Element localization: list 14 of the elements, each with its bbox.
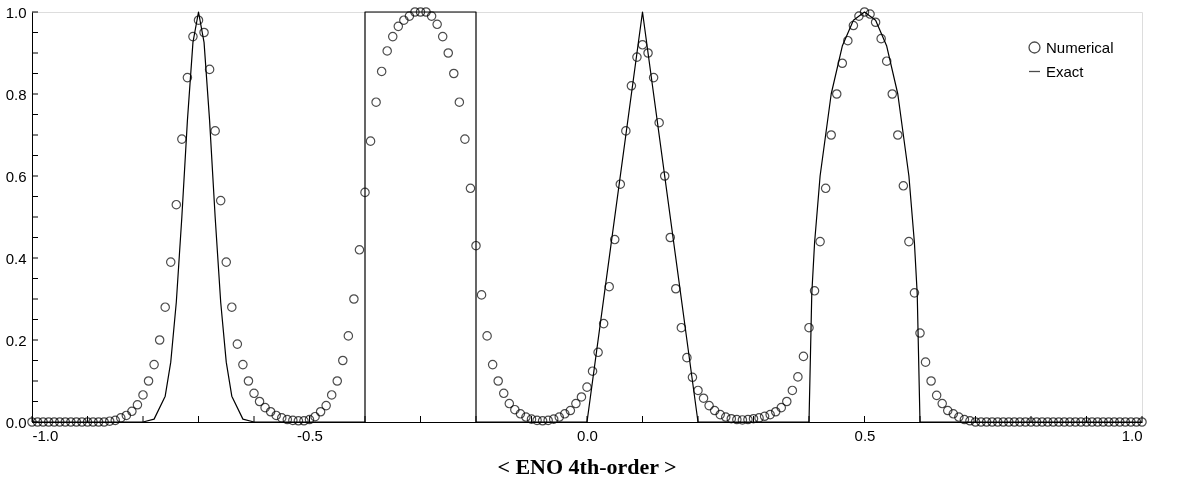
y-tick-label: 1.0 [5,3,27,21]
y-tick-label: 0.4 [5,249,27,267]
x-tick-label: 1.0 [1121,426,1143,444]
x-tick-label: -0.5 [297,426,323,444]
x-tick-label: -1.0 [32,426,59,444]
text: < ENO 4th-order > [497,454,677,479]
x-tick-label: 0.0 [577,426,598,444]
legend-label: Numerical [1046,38,1114,56]
y-tick-label: 0.2 [5,331,27,349]
x-tick-label: 0.5 [854,426,876,444]
legend-label: Exact [1046,62,1085,80]
y-tick-label: 0.8 [5,85,27,103]
y-tick-label: 0.0 [5,413,27,431]
y-tick-label: 0.6 [5,167,27,185]
